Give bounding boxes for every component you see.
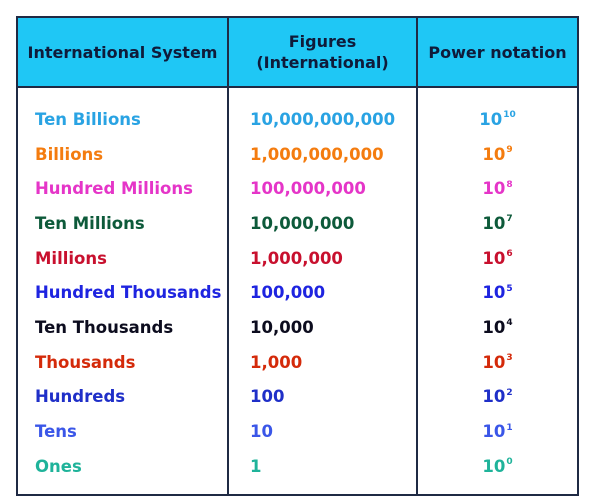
header-power-notation: Power notation xyxy=(416,17,578,88)
power-notation-cell: 104 xyxy=(416,310,578,345)
power-notation-cell: 102 xyxy=(416,379,578,415)
power-base: 10 xyxy=(482,317,506,337)
power-base: 10 xyxy=(482,144,506,164)
power-base: 10 xyxy=(479,109,503,129)
header-figures-line1: Figures xyxy=(288,32,357,51)
table-row: Thousands 1,000 103 xyxy=(17,344,578,380)
table-row: Hundred Thousands 100,000 105 xyxy=(17,275,578,311)
header-row: International System Figures (Internatio… xyxy=(17,17,578,88)
figure-cell: 100,000 xyxy=(227,275,417,311)
figure-cell: 1,000,000,000 xyxy=(227,136,417,172)
power-exponent: 9 xyxy=(506,145,513,156)
figure-cell: 100,000,000 xyxy=(227,171,417,207)
power-notation-cell: 1010 xyxy=(416,87,578,137)
power-notation-cell: 108 xyxy=(416,171,578,207)
place-name-cell: Ten Millions xyxy=(35,213,145,233)
figure-cell: 1,000 xyxy=(227,344,417,380)
power-notation-cell: 105 xyxy=(416,275,578,311)
power-base: 10 xyxy=(482,213,506,233)
header-figures-line2: (International) xyxy=(256,53,389,72)
power-exponent: 8 xyxy=(506,179,513,190)
power-notation-cell: 100 xyxy=(416,448,578,495)
header-figures: Figures (International) xyxy=(227,17,417,88)
table-header: International System Figures (Internatio… xyxy=(17,17,578,88)
place-name-cell: Ones xyxy=(35,456,82,476)
place-name-cell: Billions xyxy=(35,144,104,164)
figure-cell: 100 xyxy=(227,379,417,415)
power-notation-cell: 103 xyxy=(416,344,578,380)
power-exponent: 6 xyxy=(506,249,513,260)
place-name-cell: Hundred Millions xyxy=(35,179,193,199)
place-name-cell: Thousands xyxy=(35,352,136,372)
power-exponent: 0 xyxy=(506,457,513,468)
place-name-cell: Millions xyxy=(35,248,107,268)
header-international-system: International System xyxy=(17,17,228,88)
power-base: 10 xyxy=(482,283,506,303)
place-name-cell: Hundred Thousands xyxy=(35,283,222,303)
power-base: 10 xyxy=(482,248,506,268)
place-name-cell: Ten Billions xyxy=(35,109,141,129)
power-base: 10 xyxy=(482,422,506,442)
power-base: 10 xyxy=(482,352,506,372)
power-base: 10 xyxy=(482,387,506,407)
power-exponent: 2 xyxy=(506,387,513,398)
power-base: 10 xyxy=(482,456,506,476)
place-value-table: International System Figures (Internatio… xyxy=(16,16,579,496)
figure-cell: 10 xyxy=(227,414,417,449)
power-exponent: 7 xyxy=(506,214,513,225)
table-body: Ten Billions 10,000,000,000 1010 Billions 1,… xyxy=(17,87,578,495)
place-name-cell: Ten Thousands xyxy=(35,317,174,337)
table-row: Ten Millions 10,000,000 107 xyxy=(17,206,578,241)
place-name-cell: Hundreds xyxy=(35,387,126,407)
power-notation-cell: 101 xyxy=(416,414,578,449)
power-exponent: 3 xyxy=(506,353,513,364)
table-row: Ten Thousands 10,000 104 xyxy=(17,310,578,345)
figure-cell: 10,000,000 xyxy=(227,206,417,241)
power-exponent: 10 xyxy=(503,110,516,121)
power-exponent: 1 xyxy=(506,422,513,433)
power-exponent: 5 xyxy=(506,283,513,294)
figure-cell: 1 xyxy=(227,448,417,495)
table-row: Billions 1,000,000,000 109 xyxy=(17,136,578,172)
power-notation-cell: 109 xyxy=(416,136,578,172)
figure-cell: 10,000,000,000 xyxy=(227,87,417,137)
figure-cell: 1,000,000 xyxy=(227,240,417,276)
power-notation-cell: 106 xyxy=(416,240,578,276)
power-exponent: 4 xyxy=(506,318,513,329)
table-row: Millions 1,000,000 106 xyxy=(17,240,578,276)
table-row: Hundreds 100 102 xyxy=(17,379,578,415)
table-row: Ones 1 100 xyxy=(17,448,578,495)
figure-cell: 10,000 xyxy=(227,310,417,345)
place-name-cell: Tens xyxy=(35,422,77,442)
table-row: Ten Billions 10,000,000,000 1010 xyxy=(17,87,578,137)
table-row: Hundred Millions 100,000,000 108 xyxy=(17,171,578,207)
table-row: Tens 10 101 xyxy=(17,414,578,449)
power-base: 10 xyxy=(482,179,506,199)
power-notation-cell: 107 xyxy=(416,206,578,241)
